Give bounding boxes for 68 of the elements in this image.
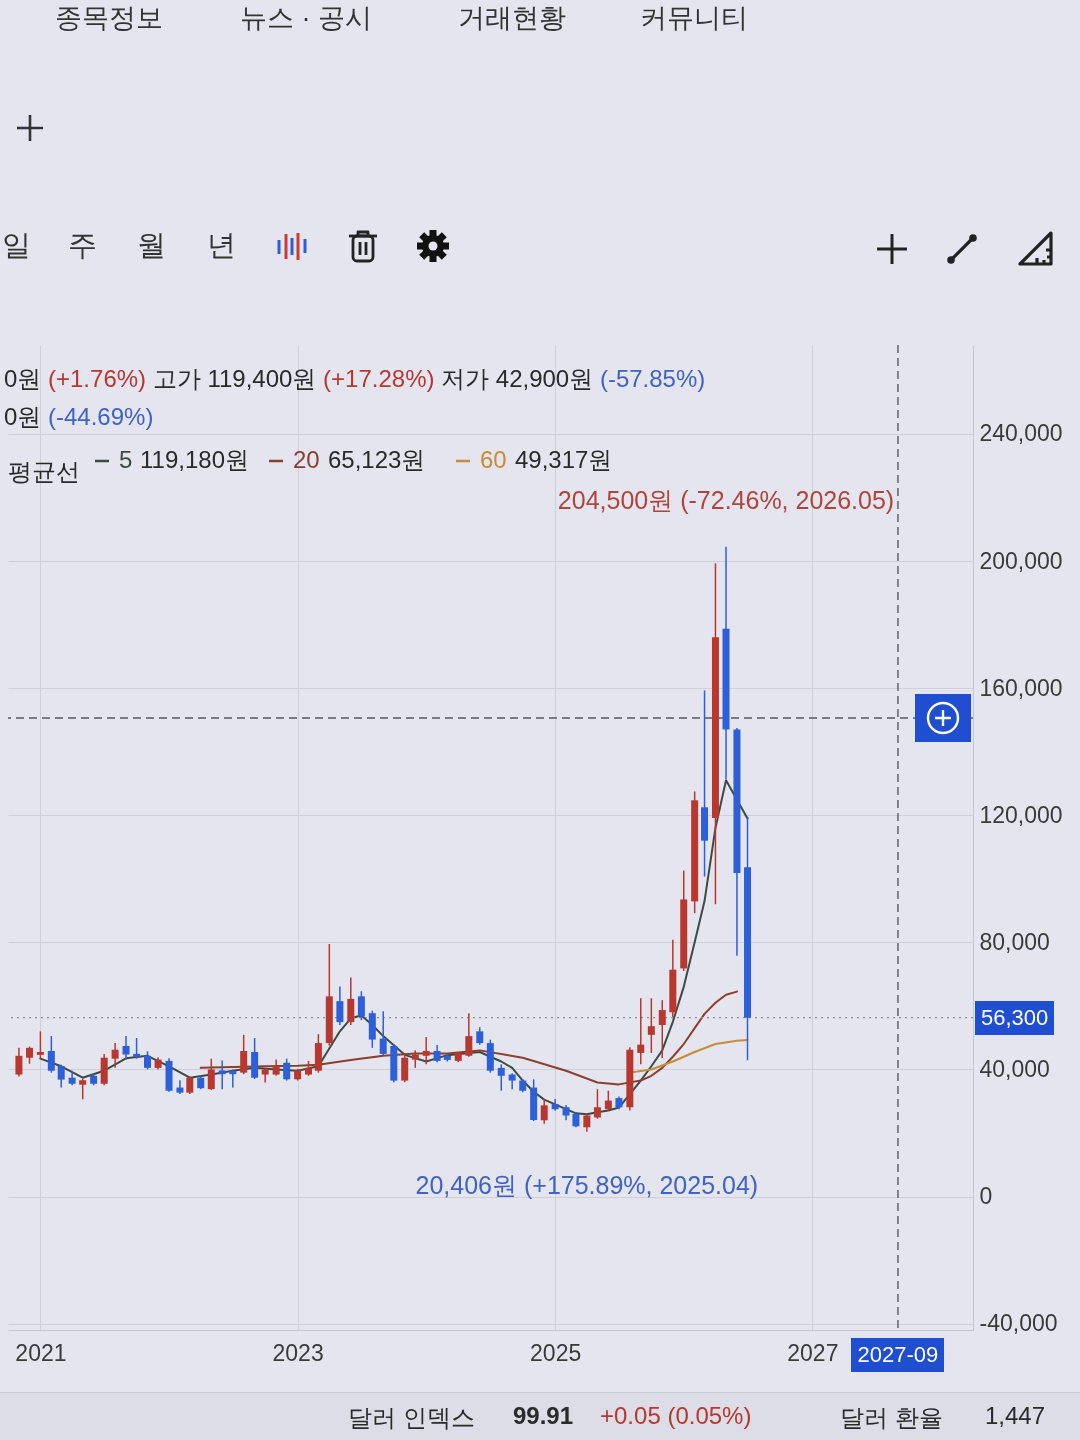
x-tick-label: 2023: [272, 1339, 324, 1366]
candlestick: [283, 1057, 291, 1082]
candlestick: [604, 1089, 612, 1112]
x-tick-label: 2025: [530, 1339, 582, 1366]
candlestick: [347, 976, 355, 1026]
annotation: 0원 (+1.76%) 고가 119,400원 (+17.28%) 저가 42,900원 (-57.85%): [4, 365, 706, 392]
annotation: 49,317원: [515, 446, 613, 473]
text: 뉴스 · 공시: [240, 2, 372, 35]
candlestick: [218, 1059, 226, 1090]
candlestick: [336, 985, 344, 1026]
candlestick: [79, 1078, 87, 1101]
candlestick: [593, 1088, 601, 1120]
candlestick: [144, 1050, 152, 1071]
candlestick: [465, 1012, 473, 1058]
text: 월: [137, 228, 166, 263]
annotation: 0원 (-44.69%): [4, 403, 154, 430]
candlestick: [658, 999, 666, 1059]
candlestick: [497, 1063, 505, 1092]
candlestick: [357, 990, 365, 1021]
y-tick-label: 200,000: [979, 547, 1063, 574]
candlestick: [207, 1057, 215, 1091]
text: 년: [207, 228, 236, 263]
y-tick-label: 0: [979, 1183, 993, 1210]
candlestick: [57, 1063, 65, 1089]
annotation: 65,123원: [328, 446, 426, 473]
candlestick: [36, 1030, 44, 1060]
text: 달러 환율: [840, 1403, 943, 1433]
y-tick-label: 80,000: [979, 928, 1050, 955]
legend-label: 20: [293, 446, 320, 473]
candlestick: [133, 1037, 141, 1060]
annotation: 119,180원: [140, 446, 249, 473]
y-tick-label: 240,000: [979, 420, 1063, 447]
ref-line-label: 2027-09: [851, 1338, 945, 1372]
text: 일: [2, 228, 31, 263]
candlestick: [47, 1035, 55, 1074]
candlestick: [15, 1047, 23, 1078]
text: 거래현황: [458, 2, 566, 35]
candlestick: [637, 997, 645, 1066]
annotation: 20,406원 (+175.89%, 2025.04): [415, 1170, 759, 1199]
text: +0.05 (0.05%): [600, 1402, 752, 1430]
y-tick-label: -40,000: [979, 1310, 1058, 1337]
text: 종목정보: [55, 2, 163, 35]
y-tick-label: 160,000: [979, 674, 1063, 701]
x-tick-label: 2021: [15, 1339, 67, 1366]
candlestick: [111, 1042, 119, 1069]
text: 99.91: [513, 1402, 574, 1430]
text: 커뮤니티: [640, 2, 748, 35]
candlestick: [422, 1036, 430, 1066]
x-tick-label: 2027: [787, 1339, 839, 1366]
text: 1,447: [985, 1402, 1046, 1430]
annotation: 204,500원 (-72.46%, 2026.05): [557, 485, 895, 514]
candlestick: [401, 1055, 409, 1083]
candlestick: [176, 1079, 184, 1095]
text: 달러 인덱스: [348, 1403, 475, 1433]
legend-label: 5: [119, 446, 133, 473]
candlestick: [240, 1034, 248, 1075]
candlestick: [229, 1068, 237, 1089]
candlestick: [122, 1035, 130, 1061]
y-tick-label: 40,000: [979, 1055, 1050, 1082]
legend-title: 평균선: [8, 458, 80, 485]
candlestick: [647, 997, 655, 1054]
y-tick-label: 120,000: [979, 801, 1063, 828]
legend-label: 60: [480, 446, 507, 473]
line-series: [199, 990, 738, 1086]
candlestick: [379, 1010, 387, 1056]
ref-line-label: 56,300: [975, 1000, 1055, 1035]
text: 주: [68, 228, 97, 263]
candlestick: [540, 1098, 548, 1125]
